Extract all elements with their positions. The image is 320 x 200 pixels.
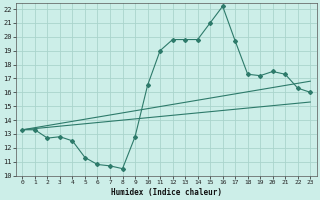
X-axis label: Humidex (Indice chaleur): Humidex (Indice chaleur) xyxy=(111,188,222,197)
